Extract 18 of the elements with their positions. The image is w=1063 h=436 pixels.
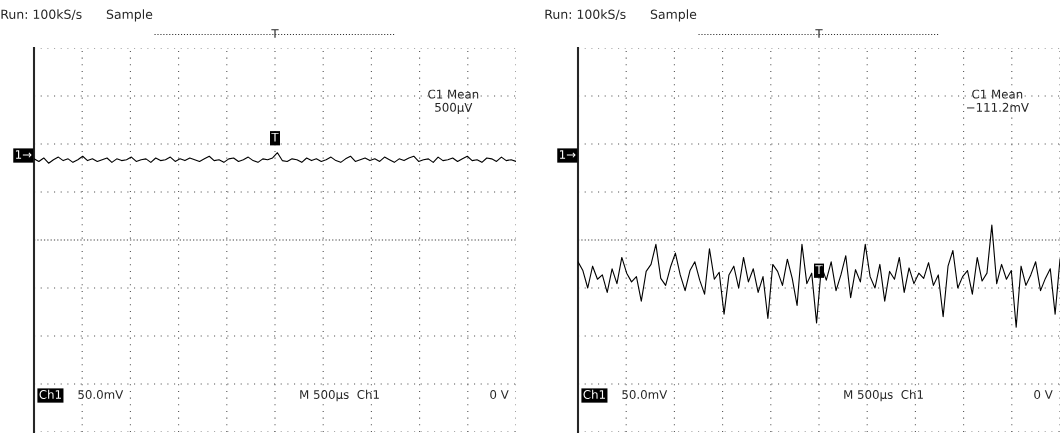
text: C1 Mean 500µV bbox=[428, 89, 479, 115]
text: Ch1 bbox=[583, 389, 605, 399]
text: M 500µs Ch1 bbox=[844, 389, 923, 402]
text: 1→ bbox=[15, 150, 32, 159]
text: 50.0mV bbox=[622, 390, 668, 399]
chart-title: Run: 100kS/s Sample bbox=[1, 9, 153, 22]
text: C1 Mean −111.2mV bbox=[966, 89, 1029, 112]
text: T bbox=[271, 132, 279, 142]
text: 1→ bbox=[559, 150, 576, 159]
text: 0 V bbox=[490, 390, 509, 399]
text: T bbox=[815, 29, 823, 38]
chart-title: Run: 100kS/s Sample bbox=[545, 9, 697, 22]
text: Ch1 bbox=[39, 389, 61, 399]
annotation: T bbox=[815, 265, 823, 274]
text: M 500µs Ch1 bbox=[300, 389, 379, 402]
text: 0 V bbox=[1034, 390, 1053, 399]
text: 50.0mV bbox=[78, 390, 124, 399]
text: T bbox=[271, 29, 279, 38]
